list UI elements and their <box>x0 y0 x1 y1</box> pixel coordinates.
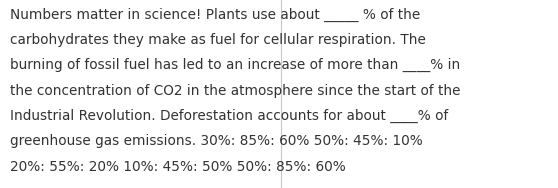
Text: Industrial Revolution. Deforestation accounts for about ____% of: Industrial Revolution. Deforestation acc… <box>10 109 448 123</box>
Text: carbohydrates they make as fuel for cellular respiration. The: carbohydrates they make as fuel for cell… <box>10 33 426 47</box>
Text: 20%: 55%: 20% 10%: 45%: 50% 50%: 85%: 60%: 20%: 55%: 20% 10%: 45%: 50% 50%: 85%: 60… <box>10 160 346 174</box>
Text: greenhouse gas emissions. 30%: 85%: 60% 50%: 45%: 10%: greenhouse gas emissions. 30%: 85%: 60% … <box>10 134 423 148</box>
Text: Numbers matter in science! Plants use about _____ % of the: Numbers matter in science! Plants use ab… <box>10 8 420 22</box>
Text: the concentration of CO2 in the atmosphere since the start of the: the concentration of CO2 in the atmosphe… <box>10 84 460 98</box>
Text: burning of fossil fuel has led to an increase of more than ____% in: burning of fossil fuel has led to an inc… <box>10 58 460 72</box>
